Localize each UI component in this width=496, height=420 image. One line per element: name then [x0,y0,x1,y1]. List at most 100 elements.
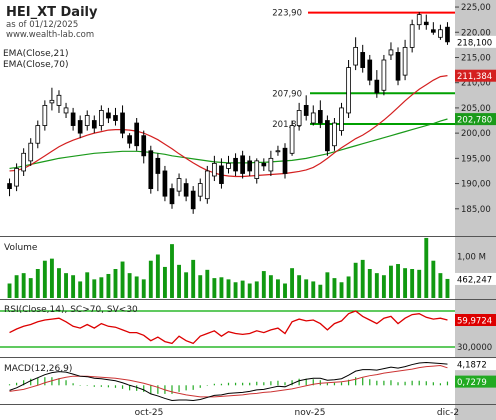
volume-bar [28,278,33,298]
macd-value-box [455,358,496,371]
macd-histogram-bar [150,385,152,394]
macd-histogram-bar [93,385,95,387]
volume-bar [57,268,61,298]
volume-bar [191,259,196,298]
candle-body [409,24,415,48]
macd-histogram-bar [8,384,11,386]
macd-histogram-bar [418,380,420,386]
volume-bar [127,273,132,298]
macd-histogram-bar [185,385,187,391]
macd-histogram-bar [107,385,110,388]
macd-histogram-bar [234,382,237,386]
macd-histogram-bar [439,383,442,386]
website-label: www.wealth-lab.com [6,30,94,40]
volume-bar [346,276,351,298]
volume-bar [49,258,54,298]
macd-histogram-bar [171,385,173,394]
candle-body [162,170,168,197]
macd-histogram-bar [305,378,307,386]
rsi-tick-label: 30,0000 [457,343,492,353]
candle-body [445,26,450,43]
candle-body [190,190,196,210]
volume-value-box [455,272,496,285]
candle-body [254,160,260,179]
chart-title: HEI_XT Daily [6,5,98,20]
y-tick-label: 185,00 [461,205,491,215]
y-tick-label: 220,00 [461,28,491,38]
volume-bar [311,281,316,298]
x-tick-label: nov-25 [295,408,326,418]
candle-body [438,29,443,38]
candle-body [127,135,132,144]
last-close-value-box [455,35,496,48]
candle-body [176,178,182,192]
candle-body [296,110,302,126]
candle-body [226,162,231,169]
volume-bar [141,279,146,298]
y-tick-label: 210,00 [461,79,491,89]
candle-body [113,115,118,121]
candle-body [148,150,154,190]
macd-histogram-bar [30,378,32,386]
macd-histogram-bar [369,379,371,386]
macd-histogram-bar [284,382,286,386]
candle-body [388,49,394,56]
volume-bar [431,260,436,298]
candle-body [197,183,203,197]
volume-panel: 1,00 M 462,247 [7,237,496,298]
candle-body [374,79,380,94]
volume-bar [21,273,26,298]
ema21-value: 211,384 [457,72,492,82]
macd-histogram-bar [298,378,300,386]
volume-bar [438,273,443,298]
candle-body [141,135,147,157]
candle-body [212,162,217,177]
ema70-value: 202,780 [457,116,492,126]
candle-body [423,21,429,26]
candle-body [261,162,267,167]
macd-title: MACD(12,26,9) [4,364,72,374]
candle-body [303,104,309,116]
macd-histogram-bar [199,385,201,388]
volume-title: Volume [4,243,38,253]
volume-bar [389,265,393,298]
candle-body [120,112,125,134]
volume-bar [219,277,224,298]
macd-histogram-bar [143,385,145,392]
candle-body [268,157,274,172]
volume-bar [92,279,97,298]
candle-body [155,157,161,174]
macd-histogram-bar [157,385,159,394]
candle-body [91,120,97,129]
macd-histogram-bar [319,380,321,386]
macd-histogram-bar [227,382,230,386]
macd-histogram-bar [220,383,223,386]
volume-bar [325,272,330,298]
volume-bar [367,269,372,298]
candle-body [56,94,62,106]
ema21-line [9,75,448,178]
candle-body [360,52,366,68]
volume-bar [148,260,153,298]
macd-histogram-bar [425,381,427,386]
volume-bar [403,268,408,298]
volume-bar [120,261,125,298]
macd-histogram-bar [249,382,251,386]
macd-histogram-bar [347,379,350,386]
volume-bar [297,275,302,298]
ema21-legend: EMA(Close,21) [3,49,68,59]
volume-bar [304,279,309,298]
candle-body [28,142,34,162]
volume-bar [226,279,231,298]
volume-bar [360,259,365,298]
y-tick-label: 190,00 [461,180,491,190]
candle-body [289,125,295,154]
as-of-date: as of 01/12/2025 [6,20,78,30]
volume-bar [240,280,245,298]
candle-body [402,46,408,76]
y-tick-label: 215,00 [461,53,491,63]
y-tick-label: 195,00 [461,154,491,164]
macd-histogram-bar [432,382,434,386]
